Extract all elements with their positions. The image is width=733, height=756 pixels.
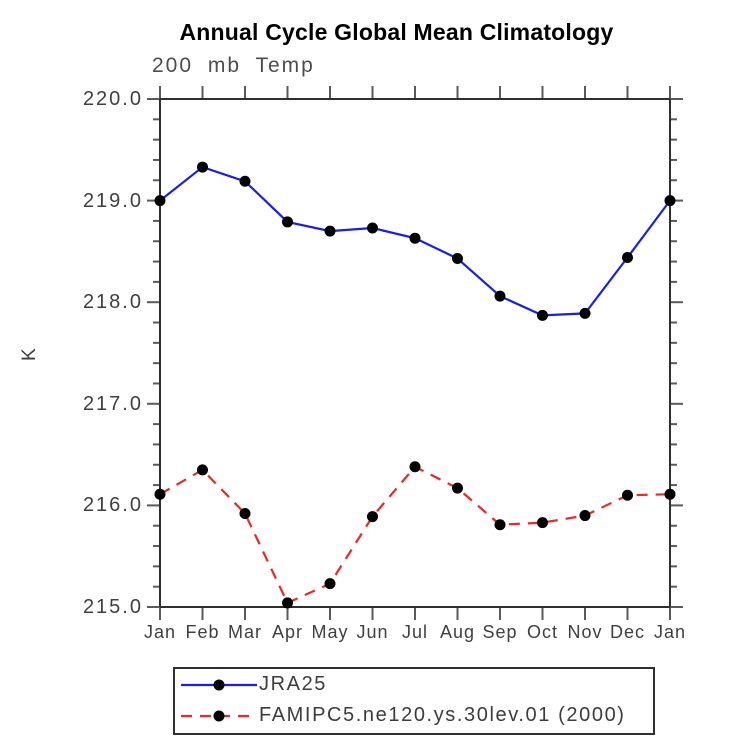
data-point-marker xyxy=(537,517,548,529)
chart-subtitle: 200 mb Temp xyxy=(152,54,315,77)
legend-item-label: FAMIPC5.ne120.ys.30lev.01 (2000) xyxy=(259,704,626,726)
x-tick-label: Sep xyxy=(482,622,518,642)
y-tick-label: 220.0 xyxy=(82,88,143,110)
legend-swatch-solid-line xyxy=(181,679,257,690)
data-point-marker xyxy=(622,489,633,501)
data-point-marker xyxy=(494,519,506,531)
x-tick-label: Oct xyxy=(526,622,558,642)
x-tick-label: Feb xyxy=(185,622,220,642)
x-tick-label: Dec xyxy=(609,622,645,642)
x-tick-label: Jan xyxy=(143,622,177,642)
axis-box xyxy=(159,98,671,608)
legend: JRA25 FAMIPC5.ne120.ys.30lev.01 (2000) xyxy=(173,667,655,735)
data-point-marker xyxy=(367,511,378,523)
legend-marker xyxy=(213,679,225,690)
x-tick-label: May xyxy=(311,622,349,642)
data-point-marker xyxy=(452,253,463,265)
data-point-marker xyxy=(239,175,251,187)
data-point-marker xyxy=(494,290,506,302)
data-point-marker xyxy=(282,597,293,609)
x-tick-label: Jun xyxy=(356,622,389,642)
data-point-marker xyxy=(367,222,378,234)
x-tick-label: Apr xyxy=(271,622,303,642)
data-point-marker xyxy=(579,510,591,522)
chart-title: Annual Cycle Global Mean Climatology xyxy=(179,19,614,45)
series-famipc5 xyxy=(154,461,676,609)
data-point-marker xyxy=(154,488,166,500)
data-point-marker xyxy=(197,464,208,476)
data-point-marker xyxy=(452,482,463,494)
x-tick-label: Jul xyxy=(401,622,428,642)
y-tick-label: 217.0 xyxy=(82,392,143,415)
legend-item-label: JRA25 xyxy=(259,673,328,695)
legend-rows: JRA25 FAMIPC5.ne120.ys.30lev.01 (2000) xyxy=(175,669,653,731)
data-point-marker xyxy=(579,307,591,319)
data-point-marker xyxy=(154,195,166,207)
data-point-marker xyxy=(664,488,676,500)
data-point-marker xyxy=(537,309,548,321)
y-tick-label: 216.0 xyxy=(82,494,143,517)
data-point-marker xyxy=(282,216,293,228)
data-point-marker xyxy=(409,232,421,244)
data-point-marker xyxy=(409,461,421,473)
y-tick-label: 218.0 xyxy=(82,291,143,314)
series-jra25 xyxy=(154,161,676,321)
x-tick-label: Nov xyxy=(567,622,603,642)
legend-marker xyxy=(213,710,225,721)
legend-swatch-dashed-line xyxy=(181,710,257,721)
legend-item: FAMIPC5.ne120.ys.30lev.01 (2000) xyxy=(175,700,653,731)
x-tick-label: Aug xyxy=(439,622,476,642)
tick-marks xyxy=(147,86,683,620)
x-tick-label: Jan xyxy=(653,622,687,642)
legend-item: JRA25 xyxy=(175,669,653,700)
data-point-marker xyxy=(664,195,676,207)
famipc5-line xyxy=(159,465,671,605)
y-tick-label: 215.0 xyxy=(82,596,143,618)
data-point-marker xyxy=(324,578,336,590)
y-tick-label: 219.0 xyxy=(82,189,143,212)
data-point-marker xyxy=(622,251,633,263)
x-tick-label: Mar xyxy=(228,622,262,642)
data-point-marker xyxy=(239,508,251,520)
data-point-marker xyxy=(324,225,336,237)
data-point-marker xyxy=(197,161,208,173)
